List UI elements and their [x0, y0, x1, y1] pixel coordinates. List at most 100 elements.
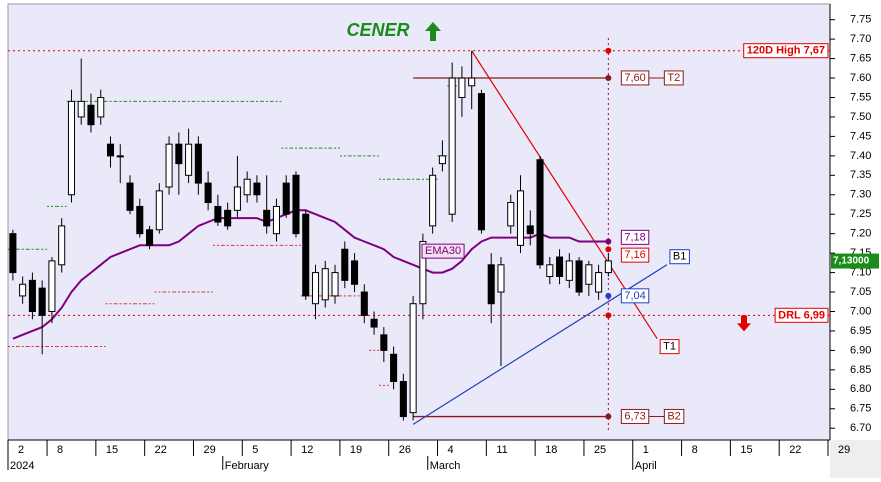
candle-body [224, 209, 232, 227]
x-tick-label: 25 [594, 444, 606, 456]
level-dot [605, 312, 612, 319]
candle-body [360, 291, 368, 316]
candle-body [419, 240, 427, 305]
x-tick-label: 11 [496, 444, 507, 456]
month-label: April [635, 460, 657, 472]
candle-body [194, 143, 202, 184]
marker-label: 7,16 [624, 249, 645, 261]
marker-label-box [620, 247, 650, 263]
candle-body [272, 205, 280, 235]
x-tick-label: 12 [301, 444, 313, 456]
candle-body [546, 264, 554, 277]
candle-body [38, 287, 46, 316]
y-tick-label: 6.70 [850, 422, 871, 434]
candle-body [9, 233, 17, 274]
candle-body [556, 256, 564, 277]
target-tag-box [663, 408, 685, 424]
candle-body [507, 202, 515, 227]
candle-body [126, 182, 134, 211]
candle-body [155, 190, 163, 231]
y-tick-label: 7.50 [850, 111, 871, 123]
x-tick-label: 2 [18, 444, 24, 456]
month-label: March [430, 460, 461, 472]
marker-dot [605, 246, 612, 253]
candle-body [487, 264, 495, 305]
candle-body [595, 272, 603, 293]
marker-dot [605, 292, 612, 299]
target-dot [605, 413, 612, 420]
trend-label: B1 [673, 251, 686, 263]
level-label-box [774, 307, 829, 323]
target-label-box [620, 70, 650, 86]
candle-body [253, 182, 261, 196]
series-label: EMA30 [425, 245, 461, 257]
x-tick-label: 29 [838, 444, 850, 456]
candle-body [575, 260, 583, 293]
marker-label-box [620, 229, 650, 245]
y-tick-label: 7.05 [850, 286, 871, 298]
down-arrow-icon [737, 315, 751, 332]
candle-body [565, 260, 573, 281]
x-tick-label: 29 [203, 444, 215, 456]
candle-body [243, 178, 251, 196]
x-tick-label: 8 [692, 444, 698, 456]
trend-label: T1 [663, 341, 676, 353]
candle-body [458, 77, 466, 98]
x-tick-label: 15 [106, 444, 118, 456]
front-layer: 6.70 6.75 6.80 6.85 6.90 6.95 7.00 7.05 7.10 7.15… [7, 14, 879, 472]
marker-label: 7,04 [624, 290, 645, 302]
candle-body [214, 205, 222, 223]
candle-body [165, 143, 173, 188]
candle-body [516, 190, 525, 246]
x-tick-label: 22 [155, 444, 167, 456]
candle-body [536, 159, 544, 266]
target-tag: T2 [667, 72, 680, 84]
y-tick-label: 7.15 [850, 247, 871, 259]
y-tick-label: 7.10 [850, 266, 871, 278]
back-layer [8, 38, 830, 432]
last-price-box [831, 253, 879, 269]
candle-body [185, 143, 193, 176]
candle-body [604, 260, 612, 274]
y-tick-label: 6.85 [850, 364, 871, 376]
trend-label-box [659, 339, 680, 355]
candle-body [146, 229, 154, 246]
candle-body [48, 260, 56, 312]
y-tick-label: 7.40 [850, 150, 871, 162]
candle-body [67, 100, 75, 196]
candle-body [409, 303, 417, 414]
candle-body [331, 272, 339, 297]
candle-body [321, 268, 329, 301]
candle-body [526, 225, 534, 235]
candle-body [87, 104, 95, 126]
target-tag-box [663, 70, 684, 86]
trend-label-box [669, 249, 690, 265]
candle-body [370, 318, 378, 328]
candle-body [497, 264, 505, 293]
candle-body [448, 77, 456, 215]
candle-body [351, 260, 359, 285]
x-tick-label: 5 [252, 444, 258, 456]
candle-body [106, 143, 115, 157]
candle-body [380, 334, 388, 351]
target-tag: B2 [667, 410, 680, 422]
month-label: February [225, 460, 270, 472]
chart-title: CENER [346, 20, 409, 40]
candle-body [399, 381, 407, 418]
month-label: 2024 [10, 460, 34, 472]
last-price-label: 7,13000 [833, 256, 870, 267]
series-label-box [421, 243, 465, 259]
x-tick-label: 26 [399, 444, 411, 456]
y-tick-label: 6.75 [850, 403, 871, 415]
candle-body [58, 225, 66, 266]
x-tick-label: 15 [740, 444, 752, 456]
target-label-box [620, 408, 650, 424]
x-tick-label: 8 [57, 444, 63, 456]
candle-body [468, 77, 476, 87]
candle-body [429, 174, 437, 227]
y-tick-label: 6.95 [850, 325, 871, 337]
level-label: 120D High 7,67 [747, 45, 825, 57]
level-dot [605, 47, 612, 54]
y-tick-label: 7.55 [850, 91, 871, 103]
